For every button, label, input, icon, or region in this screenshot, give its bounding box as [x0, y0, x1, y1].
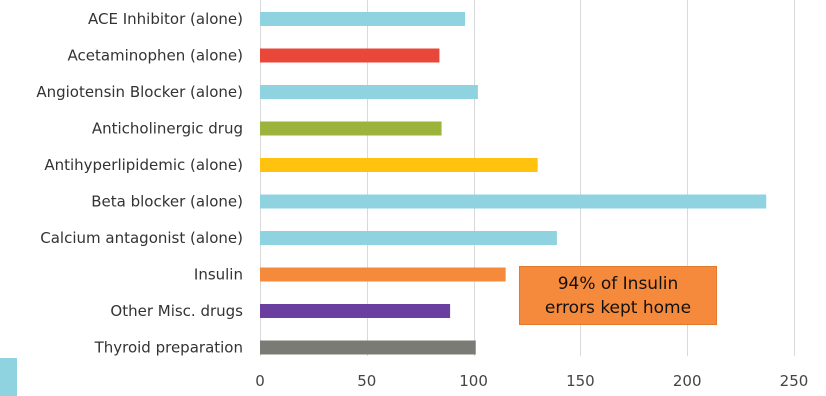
- callout-line-1: 94% of Insulin: [557, 274, 679, 294]
- category-label: Beta blocker (alone): [91, 193, 243, 211]
- category-label: Acetaminophen (alone): [67, 47, 243, 65]
- category-label: Anticholinergic drug: [92, 120, 243, 138]
- category-label: Calcium antagonist (alone): [40, 229, 243, 247]
- bar: [260, 231, 557, 245]
- x-tick-label: 150: [566, 372, 595, 390]
- category-label: Antihyperlipidemic (alone): [44, 156, 243, 174]
- x-tick-label: 200: [673, 372, 702, 390]
- insulin-callout: 94% of Insulin errors kept home: [519, 266, 717, 325]
- bar: [260, 267, 506, 282]
- x-tick-label: 100: [459, 372, 488, 390]
- callout-line-2: errors kept home: [544, 298, 692, 318]
- bar: [260, 340, 476, 355]
- category-label: Thyroid preparation: [94, 339, 243, 357]
- bars: [260, 12, 767, 355]
- category-label: ACE Inhibitor (alone): [88, 10, 243, 28]
- category-label: Insulin: [194, 266, 243, 284]
- bar: [260, 158, 538, 172]
- bar: [260, 85, 478, 99]
- bar: [260, 304, 451, 318]
- x-tick-label: 50: [357, 372, 376, 390]
- bar: [260, 194, 767, 209]
- category-label: Angiotensin Blocker (alone): [36, 83, 243, 101]
- x-tick-label: 0: [255, 372, 265, 390]
- bar: [260, 121, 442, 136]
- category-label: Other Misc. drugs: [110, 302, 243, 320]
- x-tick-label: 250: [780, 372, 809, 390]
- category-labels: ACE Inhibitor (alone) Acetaminophen (alon…: [36, 10, 243, 357]
- x-tick-labels: 0 50 100 150 200 250: [255, 372, 808, 390]
- bar: [260, 48, 440, 63]
- bar: [260, 12, 466, 26]
- legend-swatch: [0, 358, 17, 396]
